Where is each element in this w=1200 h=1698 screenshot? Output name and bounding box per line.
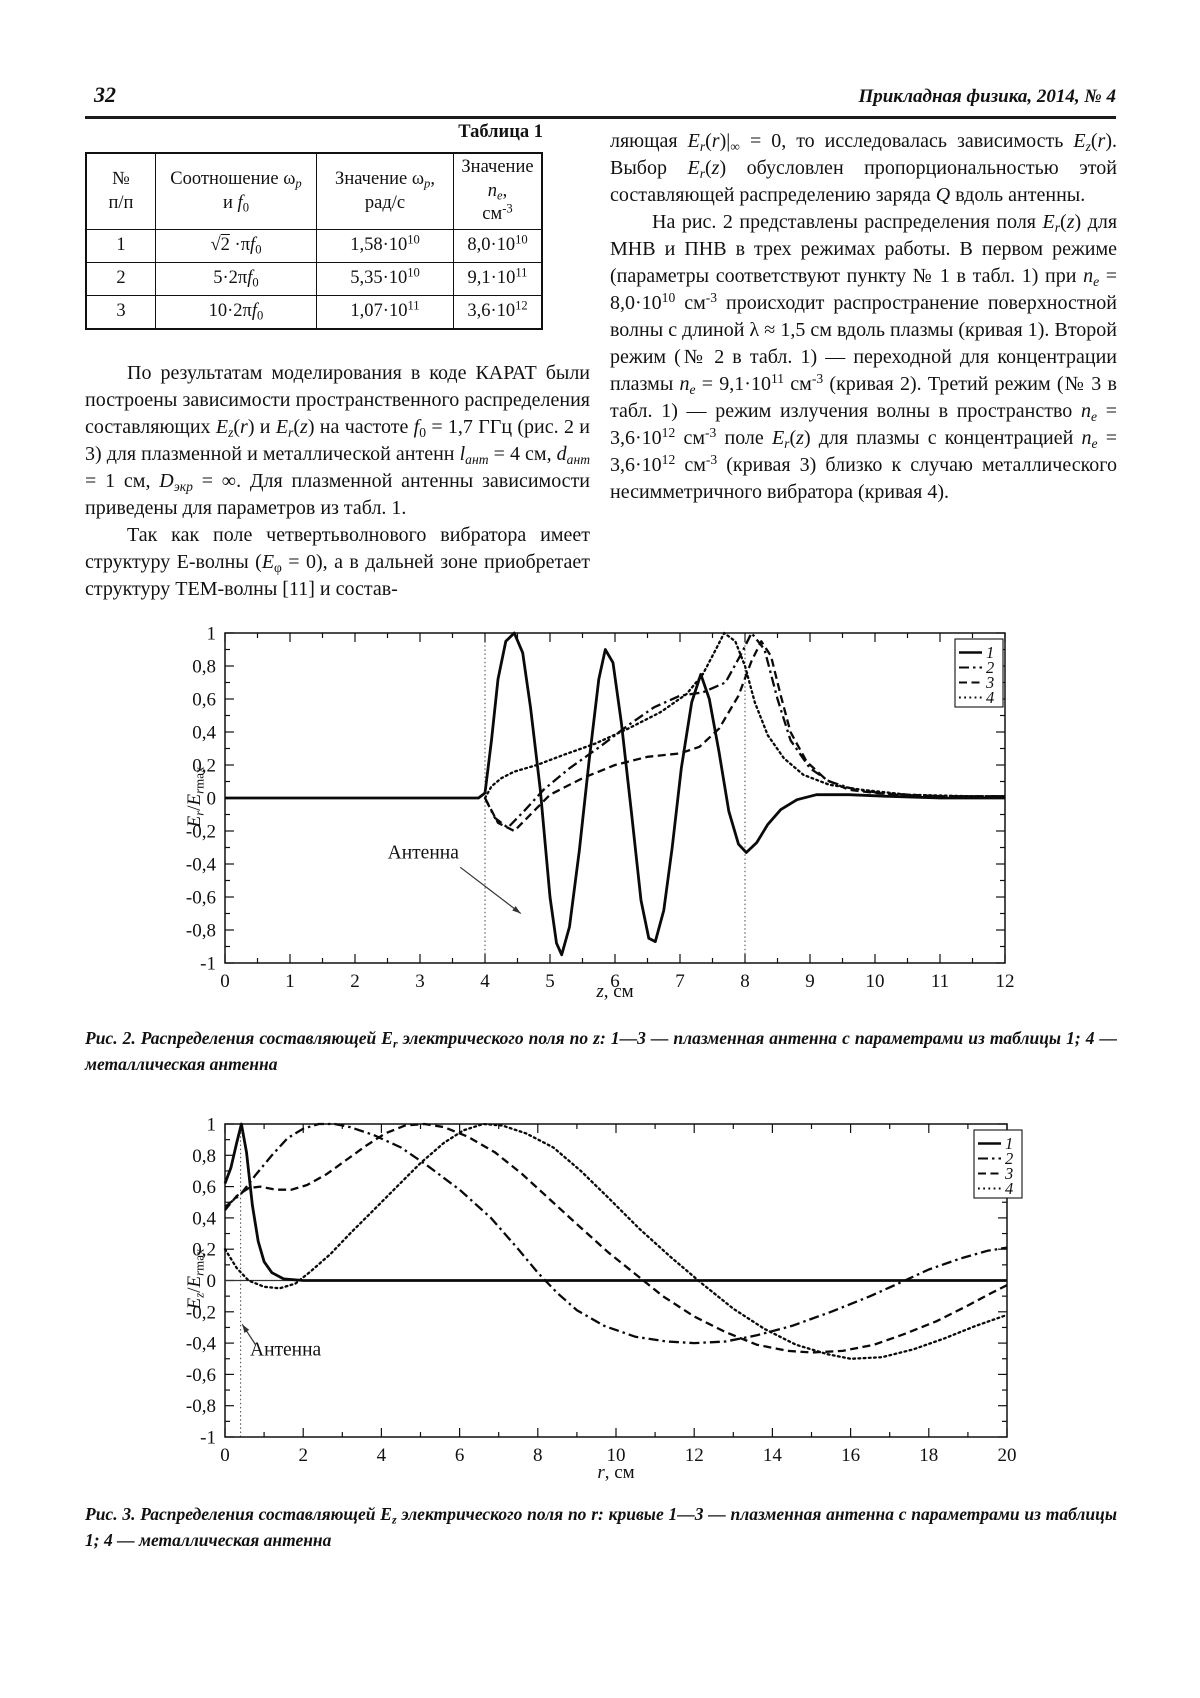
svg-text:-0,4: -0,4 — [186, 1334, 217, 1355]
svg-text:-0,6: -0,6 — [186, 1365, 216, 1386]
figure2-caption: Рис. 2. Распределения составляющей Er эл… — [85, 1028, 1117, 1074]
svg-text:0,4: 0,4 — [192, 723, 216, 744]
figure3-chart: 0 2 4 6 8 10 12 14 16 18 20-1-0,8-0,6-0,4-0,200,20… — [186, 1115, 1023, 1466]
svg-text:1: 1 — [986, 643, 994, 662]
figure2-y-axis-label: Er/Ermax — [184, 766, 207, 828]
svg-text:0: 0 — [220, 1445, 230, 1466]
table-cell: 5,35·1010 — [316, 262, 454, 297]
svg-text:16: 16 — [841, 1445, 860, 1466]
table-cell: 1,58·1010 — [316, 229, 454, 264]
table-row: 1 √2 ·πf0 1,58·1010 8,0·1010 — [85, 229, 543, 264]
svg-text:0,8: 0,8 — [192, 657, 216, 678]
svg-text:5: 5 — [545, 971, 555, 992]
svg-text:14: 14 — [763, 1445, 783, 1466]
svg-text:6: 6 — [455, 1445, 465, 1466]
svg-text:-0,4: -0,4 — [186, 855, 217, 876]
figure3-x-axis-label: r, см — [597, 1462, 635, 1483]
svg-text:2: 2 — [986, 658, 994, 677]
svg-text:4: 4 — [1005, 1179, 1013, 1198]
svg-text:-1: -1 — [200, 954, 216, 975]
table-cell: 3,6·1012 — [453, 295, 543, 330]
table-cell: 8,0·1010 — [453, 229, 543, 264]
svg-text:20: 20 — [998, 1445, 1017, 1466]
svg-text:1: 1 — [207, 1115, 217, 1136]
table-header-cell: Соотношение ωp и f0 — [155, 152, 317, 231]
svg-text:Антенна: Антенна — [250, 1339, 322, 1360]
svg-text:4: 4 — [986, 688, 994, 707]
svg-text:9: 9 — [805, 971, 815, 992]
table-header-row: № п/п Соотношение ωp и f0 Значение ωp, рад/… — [85, 152, 543, 231]
svg-text:0: 0 — [220, 971, 230, 992]
table-cell: 3 — [85, 295, 156, 330]
svg-text:8: 8 — [740, 971, 750, 992]
paragraph: ляющая Er(r)|∞ = 0, то исследовалась зав… — [610, 130, 1117, 206]
svg-text:0,8: 0,8 — [192, 1146, 216, 1167]
parameters-table: № п/п Соотношение ωp и f0 Значение ωp, рад/… — [85, 152, 543, 331]
svg-text:8: 8 — [533, 1445, 543, 1466]
svg-text:-1: -1 — [200, 1428, 216, 1449]
svg-text:3: 3 — [985, 673, 994, 692]
right-column: ляющая Er(r)|∞ = 0, то исследовалась зав… — [610, 128, 1117, 506]
figure2-x-axis-label: z, см — [596, 981, 634, 1002]
svg-text:12: 12 — [685, 1445, 704, 1466]
svg-text:0,6: 0,6 — [192, 1177, 216, 1198]
table-header-cell: Значение ωp, рад/с — [316, 152, 454, 231]
table-header-cell: Значение ne, см-3 — [453, 152, 543, 231]
left-column: Таблица 1 № п/п Соотношение ωp и f0 Значен… — [85, 122, 590, 603]
svg-text:10: 10 — [866, 971, 885, 992]
svg-text:4: 4 — [480, 971, 490, 992]
figure2-chart: 0 1 2 3 4 5 6 7 8 9 10 11 12-1-0,8-0,6-0,4-0,200,20,… — [186, 624, 1015, 993]
table-cell: 5·2πf0 — [155, 262, 317, 297]
svg-text:0: 0 — [207, 789, 217, 810]
svg-text:3: 3 — [415, 971, 425, 992]
svg-text:-0,2: -0,2 — [186, 822, 216, 843]
svg-text:18: 18 — [919, 1445, 938, 1466]
page-number: 32 — [94, 82, 116, 107]
svg-text:2: 2 — [1005, 1149, 1013, 1168]
svg-text:-0,8: -0,8 — [186, 1396, 216, 1417]
svg-text:1: 1 — [285, 971, 295, 992]
table-cell: 10·2πf0 — [155, 295, 317, 330]
table-header-cell: № п/п — [85, 152, 156, 231]
header-rule — [85, 116, 1116, 119]
journal-title: Прикладная физика, 2014, № 4 — [858, 86, 1116, 107]
svg-text:1: 1 — [207, 624, 217, 645]
svg-text:0,4: 0,4 — [192, 1208, 216, 1229]
table-cell: 1 — [85, 229, 156, 264]
table-row: 3 10·2πf0 1,07·1011 3,6·1012 — [85, 295, 543, 330]
svg-text:-0,8: -0,8 — [186, 921, 216, 942]
svg-text:0: 0 — [207, 1271, 217, 1292]
table-cell: 2 — [85, 262, 156, 297]
svg-text:12: 12 — [996, 971, 1015, 992]
svg-text:0,6: 0,6 — [192, 690, 216, 711]
svg-text:10: 10 — [607, 1445, 626, 1466]
svg-text:1: 1 — [1005, 1134, 1013, 1153]
table-row: 2 5·2πf0 5,35·1010 9,1·1011 — [85, 262, 543, 297]
svg-text:2: 2 — [350, 971, 360, 992]
table-cell: 1,07·1011 — [316, 295, 454, 330]
svg-text:6: 6 — [610, 971, 620, 992]
paragraph: По результатам моделирования в коде КАРА… — [85, 362, 591, 520]
paragraph: Так как поле четвертьволнового вибратора… — [85, 524, 590, 601]
svg-text:7: 7 — [675, 971, 685, 992]
svg-text:-0,2: -0,2 — [186, 1302, 216, 1323]
svg-text:2: 2 — [298, 1445, 308, 1466]
svg-text:0,2: 0,2 — [192, 756, 216, 777]
paragraph: На рис. 2 представлены распределения пол… — [610, 211, 1118, 503]
svg-text:4: 4 — [377, 1445, 387, 1466]
svg-text:3: 3 — [1004, 1164, 1013, 1183]
figure3-y-axis-label: Ez/Ermax — [184, 1248, 207, 1310]
table-caption: Таблица 1 — [458, 122, 543, 142]
table-cell: √2 ·πf0 — [155, 229, 317, 264]
svg-text:Антенна: Антенна — [388, 842, 460, 863]
svg-text:-0,6: -0,6 — [186, 888, 216, 909]
svg-text:0,2: 0,2 — [192, 1240, 216, 1261]
figure3-caption: Рис. 3. Распределения составляющей Ez эл… — [85, 1504, 1117, 1550]
svg-text:11: 11 — [931, 971, 949, 992]
table-cell: 9,1·1011 — [453, 262, 543, 297]
